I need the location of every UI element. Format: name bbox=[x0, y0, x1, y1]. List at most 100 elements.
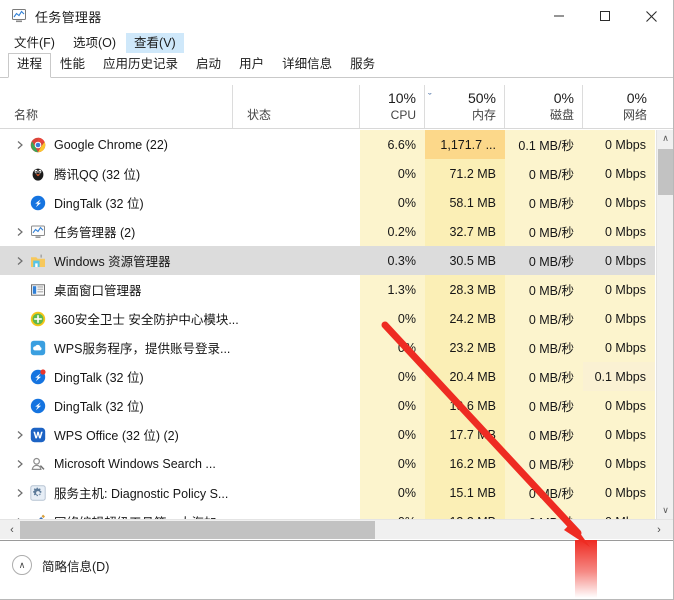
process-name-cell[interactable]: 腾讯QQ (32 位) bbox=[0, 159, 360, 188]
pencil-icon bbox=[30, 514, 46, 519]
process-name-cell[interactable]: DingTalk (32 位) bbox=[0, 188, 360, 217]
table-row[interactable]: DingTalk (32 位) 0% 58.1 MB 0 MB/秒 0 Mbps bbox=[0, 188, 673, 217]
chevron-right-icon[interactable] bbox=[10, 488, 30, 498]
tab-processes[interactable]: 进程 bbox=[8, 53, 52, 78]
minimize-button[interactable] bbox=[536, 0, 582, 32]
cpu-cell: 6.6% bbox=[360, 130, 425, 159]
dwm-icon bbox=[30, 282, 46, 298]
fewer-details-button[interactable]: ∧ 简略信息(D) bbox=[12, 555, 109, 575]
process-name-cell[interactable]: 服务主机: Diagnostic Policy S... bbox=[0, 478, 360, 507]
row-background bbox=[0, 391, 360, 420]
process-name-cell[interactable]: 桌面窗口管理器 bbox=[0, 275, 360, 304]
table-row[interactable]: 桌面窗口管理器 1.3% 28.3 MB 0 MB/秒 0 Mbps bbox=[0, 275, 673, 304]
table-row[interactable]: Windows 资源管理器 0.3% 30.5 MB 0 MB/秒 0 Mbps bbox=[0, 246, 673, 275]
menu-file[interactable]: 文件(F) bbox=[14, 36, 55, 50]
table-row[interactable]: 腾讯QQ (32 位) 0% 71.2 MB 0 MB/秒 0 Mbps bbox=[0, 159, 673, 188]
process-list[interactable]: Google Chrome (22) 6.6% 1,171.7 ... 0.1 MB/… bbox=[0, 130, 673, 519]
horizontal-scrollbar-thumb[interactable] bbox=[20, 521, 375, 539]
table-row[interactable]: 任务管理器 (2) 0.2% 32.7 MB 0 MB/秒 0 Mbps bbox=[0, 217, 673, 246]
table-row[interactable]: 360安全卫士 安全防护中心模块... 0% 24.2 MB 0 MB/秒 0 Mbps bbox=[0, 304, 673, 333]
process-name-cell[interactable]: WPS Office (32 位) (2) bbox=[0, 420, 360, 449]
column-header-cpu[interactable]: 10% CPU bbox=[387, 90, 416, 122]
column-header-name[interactable]: 名称 bbox=[14, 108, 39, 122]
chevron-right-icon[interactable] bbox=[10, 227, 30, 237]
row-background bbox=[0, 130, 360, 159]
column-header-disk[interactable]: 0% 磁盘 bbox=[549, 90, 574, 122]
header-separator[interactable] bbox=[582, 85, 583, 128]
network-cell: 0 Mbps bbox=[583, 478, 655, 507]
chevron-right-icon[interactable] bbox=[10, 256, 30, 266]
table-row[interactable]: 服务主机: Diagnostic Policy S... 0% 15.1 MB 0 M… bbox=[0, 478, 673, 507]
cpu-cell: 0.3% bbox=[360, 246, 425, 275]
process-name-label: 桌面窗口管理器 bbox=[54, 284, 142, 298]
menu-options[interactable]: 选项(O) bbox=[72, 36, 117, 50]
process-name-cell[interactable]: DingTalk (32 位) bbox=[0, 391, 360, 420]
process-name-cell[interactable]: 任务管理器 (2) bbox=[0, 217, 360, 246]
tab-app-history[interactable]: 应用历史记录 bbox=[103, 57, 179, 71]
process-name-cell[interactable]: Google Chrome (22) bbox=[0, 130, 360, 159]
tab-services[interactable]: 服务 bbox=[350, 57, 376, 71]
process-name-cell[interactable]: Microsoft Windows Search ... bbox=[0, 449, 360, 478]
header-separator[interactable] bbox=[359, 85, 360, 128]
memory-cell: 19.6 MB bbox=[425, 391, 505, 420]
cpu-cell: 0.2% bbox=[360, 217, 425, 246]
table-row[interactable]: Microsoft Windows Search ... 0% 16.2 MB 0 M… bbox=[0, 449, 673, 478]
table-row[interactable]: WPS服务程序，提供账号登录... 0% 23.2 MB 0 MB/秒 0 Mbps bbox=[0, 333, 673, 362]
horizontal-scrollbar[interactable]: ‹ › bbox=[0, 519, 673, 539]
column-header-memory[interactable]: ˇ 50% 内存 bbox=[428, 90, 496, 122]
disk-cell: 0 MB/秒 bbox=[505, 449, 583, 478]
row-background bbox=[0, 159, 360, 188]
tab-startup[interactable]: 启动 bbox=[196, 57, 222, 71]
row-background bbox=[0, 362, 360, 391]
memory-cell: 1,171.7 ... bbox=[425, 130, 505, 159]
header-separator[interactable] bbox=[424, 85, 425, 128]
chevron-right-icon[interactable] bbox=[10, 430, 30, 440]
window-title: 任务管理器 bbox=[35, 9, 102, 25]
menu-bar: 文件(F) 选项(O) 查看(V) bbox=[0, 32, 673, 54]
process-name-label: Windows 资源管理器 bbox=[54, 255, 171, 269]
menu-view[interactable]: 查看(V) bbox=[126, 33, 184, 53]
process-name-cell[interactable]: 网络编辑超级工具箱---大海加... bbox=[0, 507, 360, 519]
close-button[interactable] bbox=[628, 0, 673, 32]
table-row[interactable]: DingTalk (32 位) 0% 20.4 MB 0 MB/秒 0.1 Mbps bbox=[0, 362, 673, 391]
process-name-cell[interactable]: Windows 资源管理器 bbox=[0, 246, 360, 275]
wps-office-icon bbox=[30, 427, 46, 443]
cpu-cell: 0% bbox=[360, 449, 425, 478]
cpu-cell: 1.3% bbox=[360, 275, 425, 304]
chevron-right-icon[interactable] bbox=[10, 140, 30, 150]
process-name-cell[interactable]: WPS服务程序，提供账号登录... bbox=[0, 333, 360, 362]
disk-cell: 0 MB/秒 bbox=[505, 304, 583, 333]
table-row[interactable]: Google Chrome (22) 6.6% 1,171.7 ... 0.1 MB/… bbox=[0, 130, 673, 159]
cpu-cell: 0% bbox=[360, 478, 425, 507]
header-separator[interactable] bbox=[232, 85, 233, 128]
scroll-right-icon[interactable]: › bbox=[657, 523, 661, 536]
search-service-icon bbox=[30, 456, 46, 472]
process-name-label: 服务主机: Diagnostic Policy S... bbox=[54, 487, 229, 501]
disk-cell: 0 MB/秒 bbox=[505, 246, 583, 275]
memory-cell: 30.5 MB bbox=[425, 246, 505, 275]
tab-performance[interactable]: 性能 bbox=[60, 57, 86, 71]
dingtalk-icon bbox=[30, 398, 46, 414]
maximize-button[interactable] bbox=[582, 0, 628, 32]
scroll-up-icon[interactable]: ∧ bbox=[662, 133, 669, 143]
table-row[interactable]: WPS Office (32 位) (2) 0% 17.7 MB 0 MB/秒 0 Mb… bbox=[0, 420, 673, 449]
column-header-network[interactable]: 0% 网络 bbox=[622, 90, 647, 122]
vertical-scrollbar-thumb[interactable] bbox=[658, 149, 673, 195]
header-separator[interactable] bbox=[504, 85, 505, 128]
process-name-cell[interactable]: 360安全卫士 安全防护中心模块... bbox=[0, 304, 360, 333]
row-background bbox=[0, 333, 360, 362]
scroll-down-icon[interactable]: ∨ bbox=[662, 505, 669, 515]
scroll-left-icon[interactable]: ‹ bbox=[10, 523, 14, 536]
table-row[interactable]: DingTalk (32 位) 0% 19.6 MB 0 MB/秒 0 Mbps bbox=[0, 391, 673, 420]
sort-desc-icon: ˇ bbox=[428, 92, 432, 104]
table-row[interactable]: 网络编辑超级工具箱---大海加... 0%13.3 MB0 MB/秒0 Mbps bbox=[0, 507, 673, 519]
vertical-scrollbar[interactable]: ∧ ∨ bbox=[656, 130, 673, 519]
chevron-right-icon[interactable] bbox=[10, 459, 30, 469]
fewer-details-label: 简略信息(D) bbox=[42, 559, 110, 574]
tab-details[interactable]: 详细信息 bbox=[282, 57, 333, 71]
tab-users[interactable]: 用户 bbox=[239, 57, 265, 71]
column-header-status[interactable]: 状态 bbox=[247, 108, 272, 122]
memory-cell: 20.4 MB bbox=[425, 362, 505, 391]
process-name-cell[interactable]: DingTalk (32 位) bbox=[0, 362, 360, 391]
